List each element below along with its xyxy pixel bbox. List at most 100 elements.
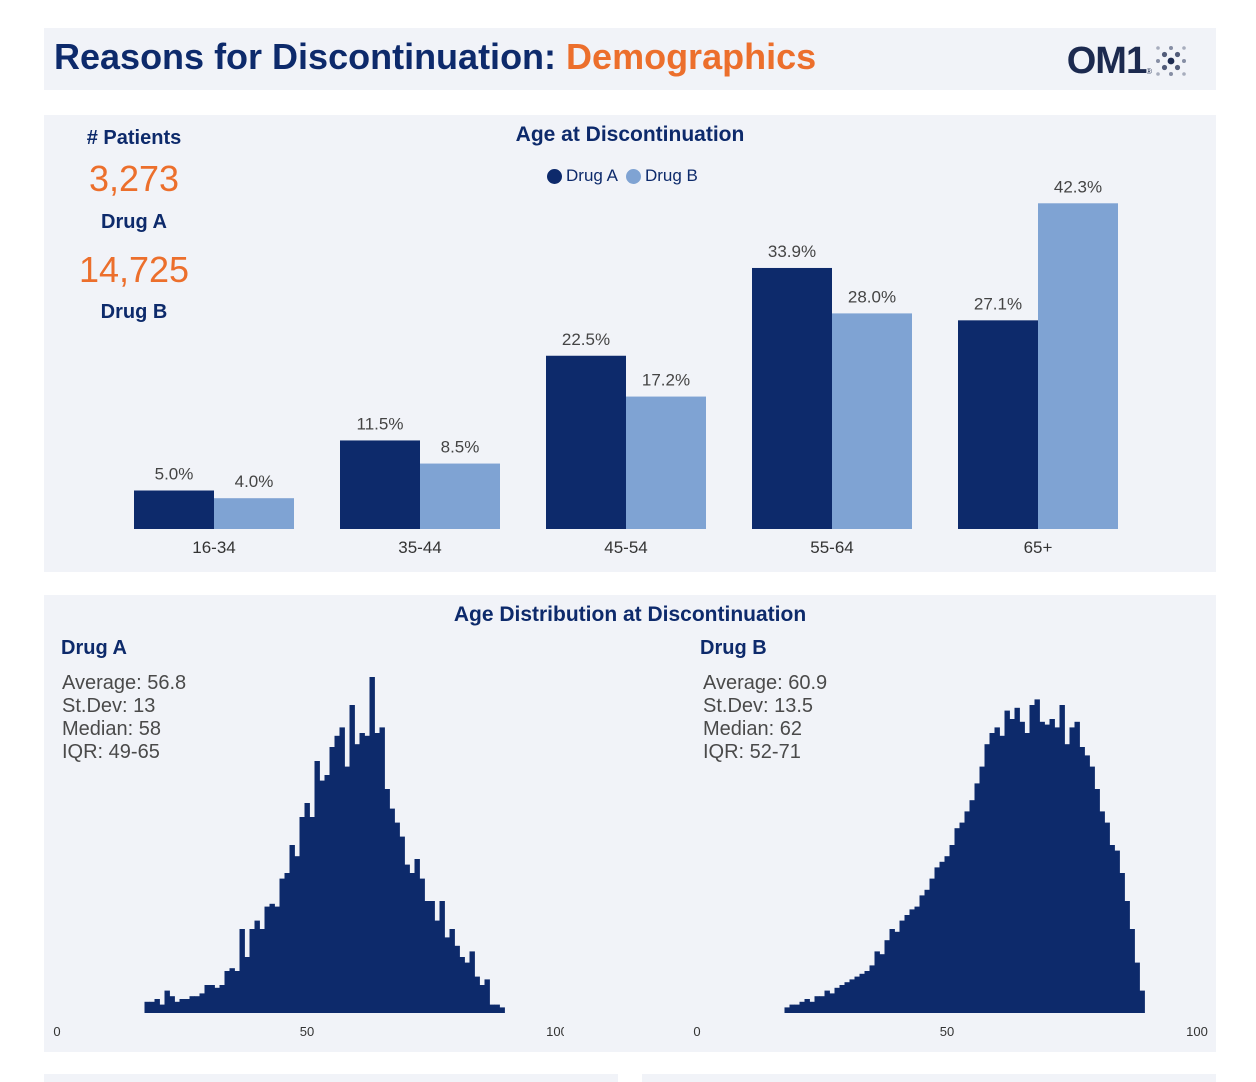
histogram-bar: [944, 856, 950, 1013]
histogram-bar: [454, 945, 460, 1013]
bar-drug-b-16-34: [214, 498, 294, 529]
bar-drug-b-45-54: [626, 396, 706, 529]
histogram-bar: [1084, 755, 1090, 1013]
legend-dot-icon: [547, 168, 562, 184]
histogram-bar: [844, 982, 850, 1013]
histogram-bar: [304, 803, 310, 1013]
histogram-bar: [934, 867, 940, 1013]
logo-dots-icon: [1156, 46, 1186, 76]
histogram-bar: [969, 800, 975, 1013]
histogram-bar: [449, 929, 455, 1013]
histogram-bar: [1004, 710, 1010, 1013]
histogram-bar: [464, 962, 470, 1013]
histogram-bar: [1054, 727, 1060, 1013]
histogram-bar: [994, 727, 1000, 1013]
histogram-bar: [214, 987, 220, 1013]
histogram-bar: [819, 996, 825, 1013]
bar-drug-b-55-64: [832, 313, 912, 529]
histogram-bar: [284, 873, 290, 1013]
drug-b-stdev: St.Dev: 13.5: [703, 695, 814, 717]
page-title-accent: Demographics: [566, 36, 817, 77]
histogram-bar: [869, 965, 875, 1013]
histogram-bar: [899, 920, 905, 1013]
histogram-bar: [399, 836, 405, 1013]
drug-b-median: Median: 62: [703, 718, 802, 740]
histogram-bar: [834, 987, 840, 1013]
drug-a-histogram: 0 50 100: [53, 677, 564, 1039]
bar-drug-a-55-64: [752, 267, 832, 529]
histogram-bar: [829, 993, 835, 1013]
histogram-bar: [269, 903, 275, 1013]
legend-label: Drug A: [566, 166, 618, 185]
histogram-bar: [459, 957, 465, 1013]
histogram-bar: [1094, 789, 1100, 1013]
bar-drug-b-65+: [1038, 203, 1118, 529]
drug-b-stats: Average: 60.9 St.Dev: 13.5 Median: 62 IQ…: [703, 672, 827, 764]
histogram-bar: [279, 878, 285, 1013]
histogram-bar: [789, 1004, 795, 1013]
histogram-bar: [229, 968, 235, 1013]
om1-logo: OM1 ®: [1067, 42, 1188, 80]
histogram-bar: [964, 811, 970, 1013]
histogram-bar: [189, 996, 195, 1013]
histogram-bar: [974, 783, 980, 1013]
x-tick-label: 50: [940, 1024, 954, 1039]
next-panel-edge: [44, 1074, 618, 1082]
histogram-bar: [1064, 744, 1070, 1013]
histogram-bar: [249, 929, 255, 1013]
histogram-bar: [234, 971, 240, 1013]
histogram-bar: [319, 780, 325, 1013]
histogram-bar: [1039, 721, 1045, 1013]
histogram-bar: [1129, 929, 1135, 1013]
histogram-bar: [374, 733, 380, 1013]
histogram-bar: [484, 979, 490, 1013]
drug-a-median: Median: 58: [62, 718, 161, 740]
histogram-bar: [799, 1001, 805, 1013]
histogram-bar: [404, 864, 410, 1013]
bar-value-label: 11.5%: [357, 414, 404, 433]
histogram-bar: [919, 895, 925, 1013]
histogram-bar: [1114, 850, 1120, 1013]
histogram-bar: [949, 845, 955, 1013]
histogram-bar: [254, 920, 260, 1013]
histogram-bar: [224, 971, 230, 1013]
histogram-bar: [884, 940, 890, 1013]
histogram-bar: [204, 985, 210, 1013]
histogram-bar: [144, 1001, 150, 1013]
histogram-bar: [299, 817, 305, 1013]
histogram-bar: [199, 993, 205, 1013]
x-tick-label: 0: [53, 1024, 60, 1039]
histogram-bar: [429, 901, 435, 1013]
histogram-bar: [244, 957, 250, 1013]
histogram-bar: [939, 861, 945, 1013]
histogram-bar: [1059, 705, 1065, 1013]
next-panel-edge: [642, 1074, 1216, 1082]
bar-value-label: 4.0%: [235, 472, 274, 491]
drug-a-histogram-label: Drug A: [61, 637, 127, 659]
histogram-bar: [179, 999, 185, 1013]
histogram-bar: [159, 1004, 165, 1013]
histogram-bar: [349, 705, 355, 1013]
histogram-bar: [924, 889, 930, 1013]
bar-value-label: 22.5%: [562, 330, 610, 349]
patients-label: # Patients: [86, 127, 182, 149]
histogram-bar: [334, 735, 340, 1013]
drug-a-iqr: IQR: 49-65: [62, 741, 160, 763]
bar-value-label: 5.0%: [155, 465, 194, 484]
histogram-bar: [904, 915, 910, 1013]
histogram-bar: [194, 996, 200, 1013]
histogram-bar: [1089, 766, 1095, 1013]
legend-item-drug-b: Drug B: [625, 166, 698, 186]
x-tick-label: 55-64: [810, 538, 853, 557]
histogram-bar: [839, 985, 845, 1013]
histogram-bar: [379, 727, 385, 1013]
histogram-bar: [1009, 719, 1015, 1013]
histogram-bar: [239, 929, 245, 1013]
histogram-bar: [364, 735, 370, 1013]
histogram-bar: [339, 727, 345, 1013]
drug-a-stdev: St.Dev: 13: [62, 695, 156, 717]
histogram-bar: [959, 822, 965, 1013]
chart-legend: Drug A Drug B: [547, 166, 706, 186]
histogram-bar: [209, 985, 215, 1013]
histogram-bar: [894, 931, 900, 1013]
